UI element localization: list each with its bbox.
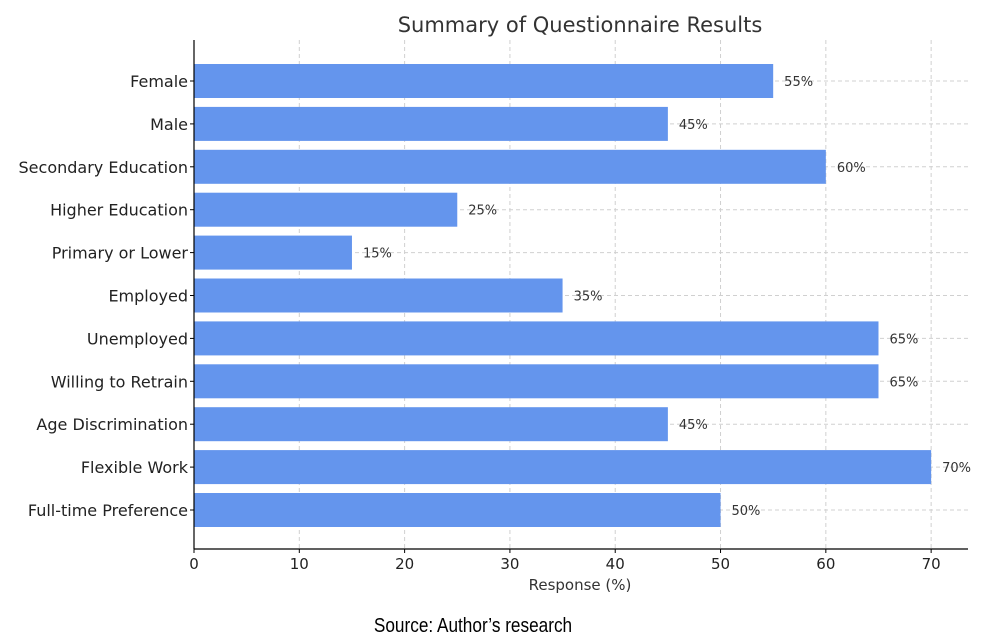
category-label: Primary or Lower — [52, 244, 189, 263]
data-label: 45% — [679, 418, 708, 433]
axes — [190, 40, 968, 553]
bar — [194, 364, 879, 399]
data-labels: 55% 45% 60% 25% 15% 35% 65% 65% 45% 70% 50% — [363, 75, 971, 519]
chart-title: Summary of Questionnaire Results — [398, 13, 763, 37]
x-tick-label: 0 — [189, 555, 199, 573]
category-label: Secondary Education — [19, 158, 188, 177]
category-label: Age Discrimination — [36, 415, 188, 434]
bar — [194, 106, 668, 141]
category-label: Full-time Preference — [28, 501, 188, 520]
x-tick-label: 20 — [395, 555, 414, 573]
data-label: 55% — [784, 75, 813, 90]
data-label: 70% — [942, 461, 971, 476]
bar — [194, 493, 721, 527]
category-label: Male — [150, 115, 188, 134]
x-tick-label: 50 — [711, 555, 730, 573]
bar — [194, 321, 879, 356]
data-label: 65% — [889, 332, 918, 347]
bar — [194, 278, 563, 313]
data-label: 60% — [837, 161, 866, 176]
bar — [194, 64, 774, 98]
data-label: 50% — [732, 504, 761, 519]
x-tick-label: 30 — [500, 555, 519, 573]
data-label: 45% — [679, 118, 708, 133]
bar-chart: Summary of Questionnaire Results Female M… — [19, 13, 972, 594]
x-tick-label: 10 — [290, 555, 309, 573]
bar — [194, 235, 352, 270]
bar — [194, 450, 932, 485]
data-label: 15% — [363, 247, 392, 262]
bars — [194, 64, 932, 527]
bar — [194, 407, 668, 442]
category-label: Employed — [108, 287, 188, 306]
data-label: 65% — [889, 375, 918, 390]
category-label: Female — [130, 72, 188, 91]
category-labels: Female Male Secondary Education Higher Educ… — [19, 72, 189, 520]
x-tick-label: 40 — [606, 555, 625, 573]
category-label: Flexible Work — [81, 458, 189, 477]
x-axis-label: Response (%) — [529, 576, 632, 594]
bar — [194, 192, 458, 227]
category-label: Higher Education — [50, 201, 188, 220]
x-tick-labels: 0 10 20 30 40 50 60 70 — [189, 555, 940, 573]
source-note: Source: Author’s research — [373, 615, 573, 637]
x-tick-label: 60 — [816, 555, 835, 573]
data-label: 35% — [574, 290, 603, 305]
bar — [194, 149, 826, 184]
x-tick-label: 70 — [922, 555, 941, 573]
category-label: Willing to Retrain — [51, 372, 188, 391]
category-label: Unemployed — [87, 329, 188, 348]
data-label: 25% — [468, 204, 497, 219]
